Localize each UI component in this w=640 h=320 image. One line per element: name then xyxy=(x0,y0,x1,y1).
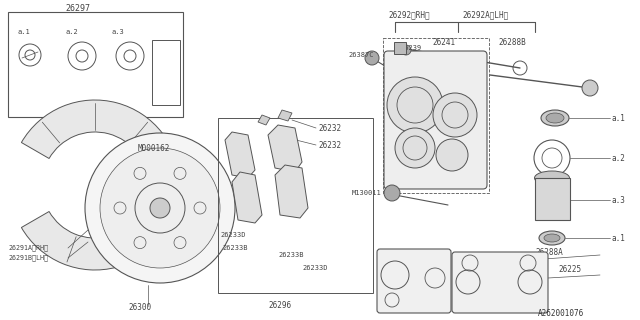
Text: 26291B〈LH〉: 26291B〈LH〉 xyxy=(8,255,48,261)
Text: a.1: a.1 xyxy=(612,114,626,123)
Text: 26233D: 26233D xyxy=(220,232,246,238)
Circle shape xyxy=(582,80,598,96)
Text: 26292〈RH〉: 26292〈RH〉 xyxy=(388,11,429,20)
Polygon shape xyxy=(268,125,302,172)
Circle shape xyxy=(433,93,477,137)
Text: 26296: 26296 xyxy=(268,300,291,309)
Polygon shape xyxy=(278,110,292,121)
FancyBboxPatch shape xyxy=(452,252,548,313)
Circle shape xyxy=(436,139,468,171)
Circle shape xyxy=(387,77,443,133)
Text: a.1: a.1 xyxy=(612,234,626,243)
Text: M000162: M000162 xyxy=(138,143,170,153)
Polygon shape xyxy=(232,172,262,223)
Text: 26239: 26239 xyxy=(400,45,421,51)
Text: 26288A: 26288A xyxy=(535,247,563,257)
Text: 26297: 26297 xyxy=(65,4,90,12)
Circle shape xyxy=(534,140,570,176)
Text: a.3: a.3 xyxy=(612,196,626,204)
Text: a.2: a.2 xyxy=(65,29,77,35)
Ellipse shape xyxy=(546,113,564,123)
Text: a.2: a.2 xyxy=(612,154,626,163)
Text: 26387C: 26387C xyxy=(348,52,374,58)
Text: 26291A〈RH〉: 26291A〈RH〉 xyxy=(8,245,48,251)
FancyBboxPatch shape xyxy=(384,51,487,189)
Bar xyxy=(8,12,183,117)
Bar xyxy=(535,178,570,220)
Text: a.1: a.1 xyxy=(18,29,31,35)
Bar xyxy=(152,40,180,105)
Circle shape xyxy=(384,185,400,201)
Text: 26292A〈LH〉: 26292A〈LH〉 xyxy=(462,11,508,20)
Text: 26233D: 26233D xyxy=(302,265,328,271)
Ellipse shape xyxy=(544,234,560,242)
Polygon shape xyxy=(225,132,255,178)
Bar xyxy=(383,38,489,193)
Text: A262001076: A262001076 xyxy=(538,309,584,318)
Text: 26232: 26232 xyxy=(318,140,341,149)
Text: 26233B: 26233B xyxy=(222,245,248,251)
Bar xyxy=(394,42,406,54)
Circle shape xyxy=(150,198,170,218)
Circle shape xyxy=(395,128,435,168)
Text: 26225: 26225 xyxy=(558,266,581,275)
Circle shape xyxy=(85,133,235,283)
Ellipse shape xyxy=(539,231,565,245)
Ellipse shape xyxy=(534,171,570,185)
Wedge shape xyxy=(21,100,180,270)
Bar xyxy=(218,118,373,293)
Text: 26241: 26241 xyxy=(432,37,455,46)
FancyBboxPatch shape xyxy=(377,249,451,313)
Ellipse shape xyxy=(541,110,569,126)
Circle shape xyxy=(365,51,379,65)
Circle shape xyxy=(401,45,411,55)
Text: 26300: 26300 xyxy=(128,303,151,313)
Text: 26232: 26232 xyxy=(318,124,341,132)
Text: 26288B: 26288B xyxy=(498,37,525,46)
Polygon shape xyxy=(258,115,270,125)
Polygon shape xyxy=(275,165,308,218)
Text: a.3: a.3 xyxy=(112,29,125,35)
Text: M130011: M130011 xyxy=(352,190,381,196)
Circle shape xyxy=(100,148,220,268)
Text: 26233B: 26233B xyxy=(278,252,303,258)
